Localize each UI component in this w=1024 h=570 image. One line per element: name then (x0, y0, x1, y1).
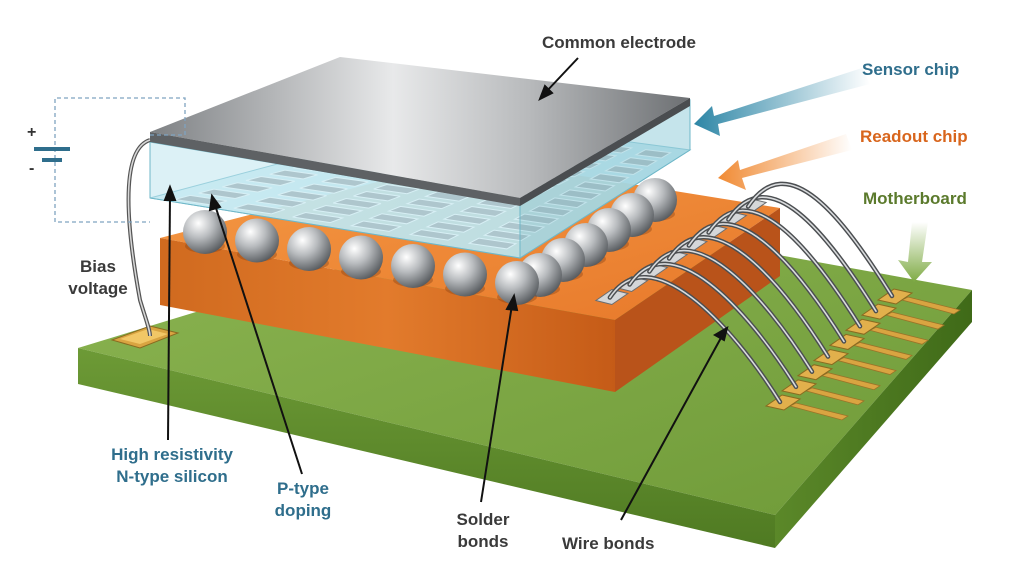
board-trace (852, 342, 913, 360)
motherboard-front (78, 348, 775, 548)
sensor-chip-arrow-icon (694, 68, 870, 136)
board-trace (900, 296, 961, 315)
board-trace (804, 387, 865, 406)
bias-minus-sign: - (29, 160, 35, 177)
board-trace (820, 372, 881, 391)
solder-bonds-label: Solder bonds (438, 509, 528, 553)
readout-chip-label: Readout chip (860, 127, 968, 146)
readout-chip-front (160, 238, 615, 392)
bias-voltage-line2: voltage (68, 279, 128, 298)
board-trace (884, 311, 945, 330)
common-electrode-top (150, 57, 690, 198)
board-trace (788, 402, 849, 421)
motherboard-right (775, 290, 972, 548)
solder-bump (183, 210, 227, 254)
solder-bump (287, 227, 331, 271)
motherboard-arrow-icon (898, 222, 932, 282)
bias-plus-sign: + (27, 124, 37, 141)
wire-bonds-label: Wire bonds (562, 534, 655, 553)
common-electrode (150, 57, 690, 206)
bias-pad (110, 325, 180, 349)
solder-bump-array (183, 178, 677, 305)
solder-bump (235, 218, 279, 263)
wire-bonds (607, 181, 895, 405)
board-trace (836, 357, 897, 376)
solder-bonds-line1: Solder (456, 510, 510, 529)
board-trace (868, 326, 929, 345)
battery-symbol-icon (34, 145, 70, 162)
bias-wire (126, 138, 152, 337)
motherboard-bond-pads (764, 288, 961, 421)
p-type-doping-line1: P-type (277, 479, 329, 498)
readout-chip-arrow-icon (718, 134, 852, 190)
solder-bump (391, 244, 435, 288)
common-electrode-label: Common electrode (542, 33, 696, 52)
solder-bump (443, 252, 487, 297)
bias-voltage-line1: Bias (80, 257, 116, 276)
high-resistivity-label: High resistivity N-type silicon (82, 444, 262, 488)
bias-circuit (34, 97, 186, 223)
common-electrode-right (520, 98, 690, 206)
high-resistivity-line2: N-type silicon (116, 467, 228, 486)
solder-bonds-line2: bonds (457, 532, 509, 551)
bias-voltage-label: Bias voltage (58, 256, 138, 300)
high-resistivity-line1: High resistivity (111, 445, 233, 464)
pointer-lines (163, 57, 729, 521)
common-electrode-front (150, 132, 520, 206)
p-type-doping-label: P-type doping (258, 478, 348, 522)
motherboard-label: Motherboard (863, 189, 967, 208)
solder-bump (495, 261, 539, 305)
p-type-doping-line2: doping (274, 501, 332, 520)
solder-bump (339, 235, 383, 280)
sensor-chip-label: Sensor chip (862, 60, 960, 79)
